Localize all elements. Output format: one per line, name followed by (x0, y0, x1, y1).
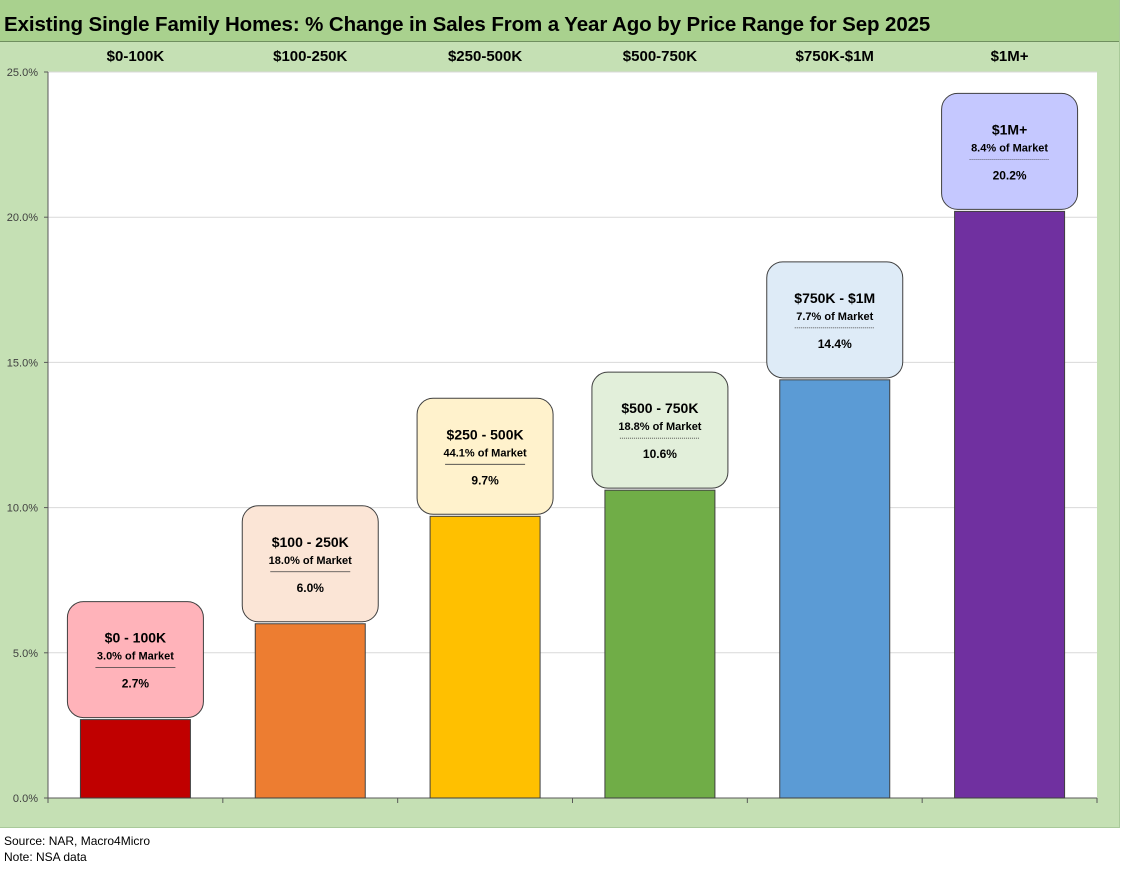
data-note: Note: NSA data (4, 850, 87, 864)
annotation-title: $500 - 750K (621, 400, 698, 416)
annotation-share: 18.0% of Market (269, 555, 352, 567)
bar (254, 623, 366, 799)
annotation-box (766, 261, 904, 379)
y-tick-label: 10.0% (7, 503, 38, 515)
bar (954, 210, 1066, 799)
y-tick-label: 20.0% (7, 212, 38, 224)
footer: Source: NAR, Macro4Micro Note: NSA data (4, 833, 150, 865)
annotation-box (66, 601, 204, 719)
title-bar: Existing Single Family Homes: % Change i… (0, 0, 1119, 42)
bar (604, 489, 716, 799)
category-label: $750K-$1M (796, 48, 874, 65)
annotation-value: 10.6% (643, 447, 677, 461)
annotation-share: 18.8% of Market (618, 421, 701, 433)
annotation-box (241, 505, 379, 623)
annotation-value: 9.7% (471, 473, 499, 487)
plot-area (48, 72, 1097, 798)
source-note: Source: NAR, Macro4Micro (4, 834, 151, 848)
annotation-value: 6.0% (297, 581, 325, 595)
category-label: $250-500K (448, 48, 522, 65)
annotation-box (416, 397, 554, 515)
annotation-title: $1M+ (992, 121, 1027, 137)
y-tick-label: 5.0% (13, 648, 38, 660)
bar (779, 379, 891, 799)
bar (429, 515, 541, 799)
category-label: $0-100K (107, 48, 165, 65)
category-label: $500-750K (623, 48, 697, 65)
bar (79, 719, 191, 799)
annotation-value: 14.4% (818, 337, 852, 351)
category-label: $100-250K (273, 48, 347, 65)
y-tick-label: 25.0% (7, 67, 38, 79)
annotation-title: $100 - 250K (272, 534, 349, 550)
annotation-box (941, 92, 1079, 210)
annotation-share: 8.4% of Market (971, 142, 1048, 154)
annotation-title: $0 - 100K (105, 630, 166, 646)
annotation-share: 44.1% of Market (444, 447, 527, 459)
annotation-share: 3.0% of Market (97, 651, 174, 663)
y-tick-label: 15.0% (7, 357, 38, 369)
chart-title: Existing Single Family Homes: % Change i… (4, 13, 931, 36)
annotation-box (591, 371, 729, 489)
annotation-value: 2.7% (122, 677, 150, 691)
y-tick-label: 0.0% (13, 793, 38, 805)
annotation-value: 20.2% (993, 168, 1027, 182)
category-label: $1M+ (991, 48, 1029, 65)
annotation-share: 7.7% of Market (796, 311, 873, 323)
annotation-title: $750K - $1M (794, 290, 875, 306)
annotation-title: $250 - 500K (447, 426, 524, 442)
